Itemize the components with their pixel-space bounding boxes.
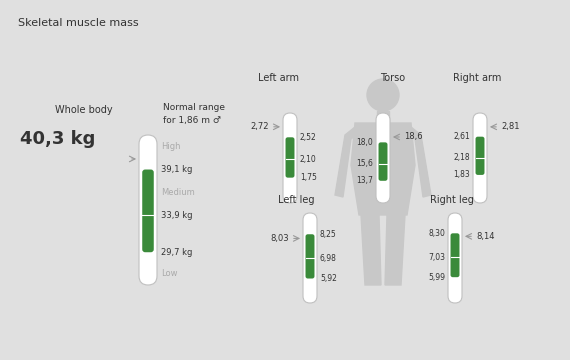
Text: 1,75: 1,75: [300, 173, 317, 182]
Text: Left arm: Left arm: [258, 73, 299, 83]
Text: Low: Low: [161, 269, 177, 278]
FancyBboxPatch shape: [283, 113, 297, 203]
Text: 2,10: 2,10: [300, 155, 317, 164]
Text: 15,6: 15,6: [356, 159, 373, 168]
Text: 1,83: 1,83: [453, 170, 470, 179]
Text: 8,25: 8,25: [320, 230, 337, 239]
Circle shape: [367, 79, 399, 111]
Text: 8,03: 8,03: [270, 234, 289, 243]
Polygon shape: [385, 215, 405, 285]
FancyBboxPatch shape: [286, 137, 295, 177]
FancyBboxPatch shape: [448, 213, 462, 303]
Text: 2,18: 2,18: [453, 153, 470, 162]
Text: 29,7 kg: 29,7 kg: [161, 248, 193, 257]
Text: 6,98: 6,98: [320, 254, 337, 263]
Text: 18,6: 18,6: [404, 132, 422, 141]
Text: 8,30: 8,30: [428, 229, 445, 238]
Text: 40,3 kg: 40,3 kg: [20, 130, 95, 148]
Text: 39,1 kg: 39,1 kg: [161, 165, 193, 174]
Text: 13,7: 13,7: [356, 176, 373, 185]
Text: Torso: Torso: [380, 73, 405, 83]
Text: Right leg: Right leg: [430, 195, 474, 205]
Text: 5,92: 5,92: [320, 274, 337, 283]
Polygon shape: [377, 111, 389, 123]
Polygon shape: [335, 127, 361, 197]
FancyBboxPatch shape: [142, 170, 154, 252]
FancyBboxPatch shape: [378, 142, 388, 181]
Text: 7,03: 7,03: [428, 253, 445, 262]
Text: High: High: [161, 142, 181, 151]
FancyBboxPatch shape: [473, 113, 487, 203]
FancyBboxPatch shape: [376, 113, 390, 203]
FancyBboxPatch shape: [450, 233, 459, 277]
Text: 2,52: 2,52: [300, 133, 317, 142]
FancyBboxPatch shape: [139, 135, 157, 285]
Text: 8,14: 8,14: [476, 232, 495, 241]
Polygon shape: [405, 127, 431, 197]
Text: Medium: Medium: [161, 188, 195, 197]
Polygon shape: [361, 215, 381, 285]
FancyBboxPatch shape: [475, 137, 484, 175]
Text: 2,61: 2,61: [453, 132, 470, 141]
Text: Right arm: Right arm: [453, 73, 502, 83]
Text: 33,9 kg: 33,9 kg: [161, 211, 193, 220]
Text: 18,0: 18,0: [356, 138, 373, 147]
Text: 5,99: 5,99: [428, 273, 445, 282]
Text: 2,81: 2,81: [501, 122, 519, 131]
Text: Normal range: Normal range: [163, 103, 225, 112]
Polygon shape: [351, 123, 415, 215]
FancyBboxPatch shape: [306, 234, 315, 279]
Text: 2,72: 2,72: [250, 122, 269, 131]
Text: for 1,86 m ♂: for 1,86 m ♂: [163, 116, 221, 125]
Text: Left leg: Left leg: [278, 195, 315, 205]
Text: Whole body: Whole body: [55, 105, 113, 115]
FancyBboxPatch shape: [303, 213, 317, 303]
Text: Skeletal muscle mass: Skeletal muscle mass: [18, 18, 139, 28]
